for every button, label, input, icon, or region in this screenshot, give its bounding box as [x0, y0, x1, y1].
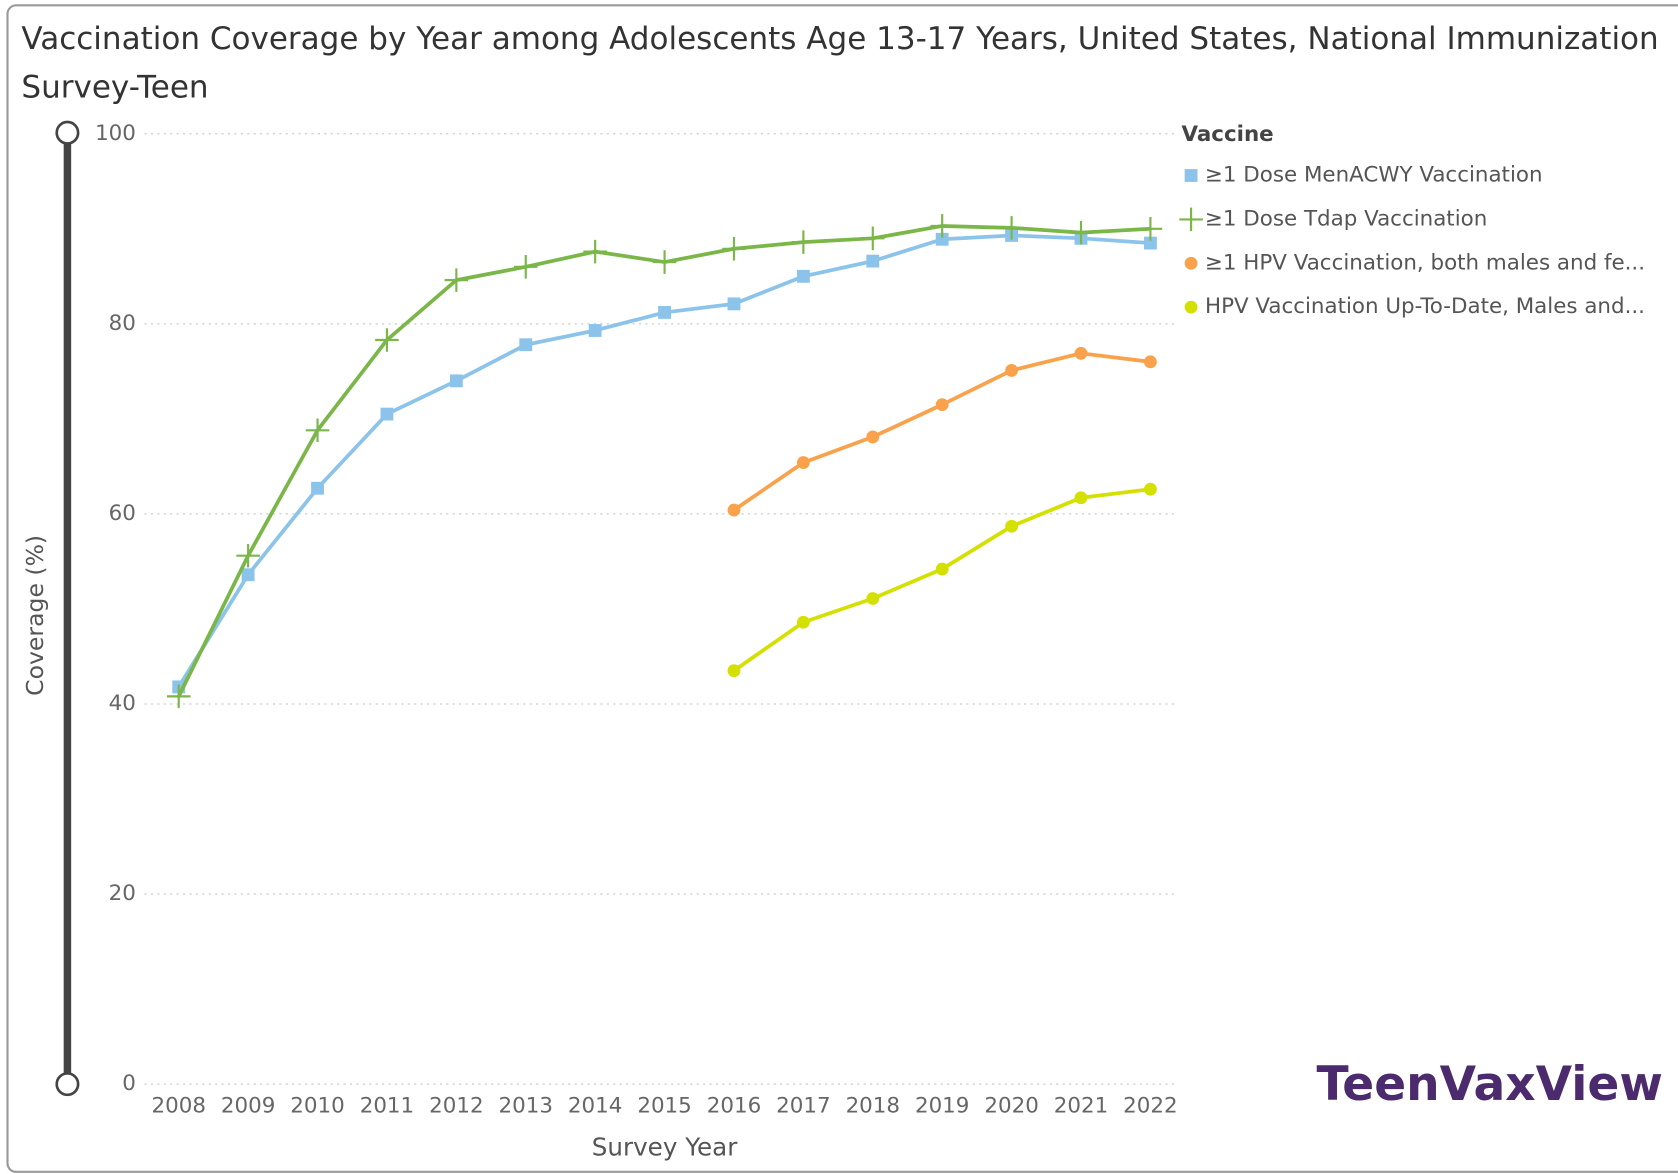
legend-marker: [1179, 207, 1203, 232]
x-tick-label: 2008: [151, 1094, 205, 1119]
data-point: [305, 418, 330, 443]
y-tick-label: 40: [109, 691, 136, 716]
x-tick-label: 2015: [637, 1094, 691, 1119]
data-point: [935, 562, 949, 576]
legend-marker: [1184, 169, 1198, 182]
y-tick-label: 0: [122, 1071, 136, 1096]
x-tick-label: 2019: [915, 1094, 969, 1119]
slider-handle[interactable]: [55, 120, 80, 145]
chart-title-line2: Survey-Teen: [21, 69, 208, 105]
x-tick-label: 2017: [776, 1094, 830, 1119]
data-point: [236, 543, 260, 568]
data-point: [796, 456, 810, 470]
data-point: [513, 255, 538, 279]
data-point: [791, 230, 816, 254]
data-point: [1069, 220, 1093, 245]
data-point: [1138, 217, 1163, 241]
data-point: [1074, 491, 1088, 505]
y-tick-label: 100: [95, 121, 136, 146]
data-point: [449, 374, 463, 388]
x-tick-label: 2009: [221, 1094, 275, 1119]
y-tick-label: 60: [109, 501, 136, 526]
legend-label: ≥1 HPV Vaccination, both males and fe...: [1205, 250, 1645, 275]
data-point: [519, 338, 533, 352]
data-point: [796, 269, 810, 283]
x-tick-label: 2010: [290, 1094, 344, 1119]
x-tick-label: 2014: [568, 1094, 622, 1119]
frame: [6, 4, 1678, 1173]
y-tick-label: 80: [109, 311, 136, 336]
legend-title: Vaccine: [1181, 122, 1273, 147]
data-point: [166, 684, 191, 709]
data-point: [727, 664, 741, 678]
data-point: [930, 214, 954, 238]
x-tick-label: 2016: [707, 1094, 761, 1119]
legend-label: ≥1 Dose MenACWY Vaccination: [1205, 163, 1543, 188]
x-axis-label: Survey Year: [592, 1132, 738, 1161]
data-point: [652, 250, 677, 274]
data-point: [588, 324, 602, 337]
slider-handle[interactable]: [55, 1072, 80, 1097]
legend-marker: [1184, 256, 1198, 270]
data-point: [311, 481, 324, 495]
data-point: [935, 232, 949, 246]
data-point: [727, 503, 741, 517]
x-tick-label: 2012: [429, 1094, 483, 1119]
data-point: [861, 226, 885, 251]
data-point: [241, 568, 255, 582]
data-point: [380, 407, 394, 421]
data-point: [1005, 363, 1019, 377]
x-tick-label: 2013: [499, 1094, 553, 1119]
x-tick-label: 2022: [1123, 1094, 1177, 1119]
x-tick-label: 2018: [846, 1094, 900, 1119]
data-point: [375, 328, 399, 352]
data-point: [1143, 482, 1157, 496]
data-point: [999, 216, 1024, 240]
data-point: [935, 398, 949, 412]
data-point: [866, 592, 880, 605]
x-tick-label: 2021: [1054, 1094, 1108, 1119]
data-point: [866, 254, 880, 268]
data-point: [658, 306, 671, 319]
y-axis-label: Coverage (%): [21, 535, 49, 696]
data-point: [727, 297, 741, 311]
data-point: [444, 268, 469, 292]
data-point: [1143, 355, 1157, 369]
data-point: [1005, 519, 1019, 533]
x-tick-label: 2011: [360, 1094, 414, 1119]
data-point: [1143, 236, 1157, 250]
data-point: [796, 615, 810, 629]
logo: TeenVaxView: [1316, 1057, 1662, 1112]
legend-marker: [1184, 300, 1198, 314]
chart-title: Vaccination Coverage by Year among Adole…: [21, 21, 1658, 57]
y-tick-label: 20: [109, 881, 136, 906]
data-point: [583, 239, 607, 264]
data-point: [1074, 346, 1088, 360]
legend-label: HPV Vaccination Up-To-Date, Males and...: [1205, 294, 1645, 319]
x-tick-label: 2020: [984, 1094, 1038, 1119]
data-point: [722, 236, 746, 261]
data-point: [866, 430, 880, 444]
legend-label: ≥1 Dose Tdap Vaccination: [1205, 206, 1487, 231]
